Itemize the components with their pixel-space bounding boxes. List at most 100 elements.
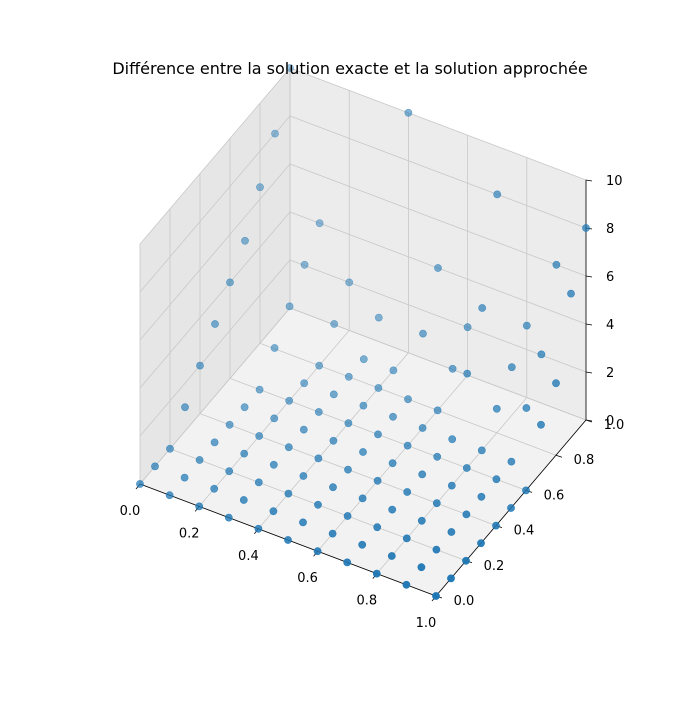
data-point	[286, 64, 294, 72]
data-point	[239, 496, 248, 504]
data-point	[402, 580, 411, 589]
data-point	[507, 504, 515, 512]
z-tick	[585, 179, 593, 182]
z-tick	[585, 323, 593, 326]
data-point	[328, 529, 337, 538]
data-point	[240, 449, 249, 458]
axis-panes	[140, 68, 586, 596]
data-point	[314, 454, 323, 463]
data-point	[433, 452, 442, 461]
data-point	[522, 486, 530, 495]
data-point	[299, 472, 308, 480]
data-point	[359, 355, 368, 364]
data-point	[492, 521, 500, 530]
data-points	[136, 64, 590, 600]
x-tick-label: 0.8	[356, 594, 377, 609]
data-point	[211, 320, 219, 328]
data-point	[343, 512, 352, 520]
data-point	[225, 467, 234, 476]
data-point	[180, 473, 189, 482]
data-point	[462, 510, 471, 519]
x-tick-label: 1.0	[416, 616, 437, 631]
data-point	[225, 420, 234, 429]
data-point	[241, 236, 249, 245]
y-tick-label: 0.4	[514, 524, 535, 539]
data-point	[313, 547, 322, 556]
data-point	[374, 430, 382, 439]
gridline-z	[139, 67, 587, 245]
data-point	[136, 480, 144, 488]
z-tick-label: 6	[606, 270, 614, 285]
gridline-z	[139, 259, 587, 437]
data-point	[537, 420, 545, 429]
data-point	[254, 478, 263, 487]
x-tick-label: 0.6	[297, 571, 318, 586]
z-tick	[585, 419, 593, 422]
data-point	[226, 278, 234, 287]
data-point	[389, 366, 398, 375]
gridline-z	[139, 115, 587, 293]
data-point	[210, 484, 219, 493]
data-point	[151, 462, 159, 471]
data-point	[271, 129, 279, 138]
data-point	[447, 481, 456, 490]
data-point	[224, 513, 233, 522]
data-point	[477, 492, 486, 501]
data-point	[269, 460, 278, 469]
data-point	[567, 289, 575, 298]
data-point	[329, 483, 337, 492]
data-point	[387, 552, 396, 560]
z-tick-label: 0	[606, 414, 614, 429]
data-point	[329, 390, 338, 399]
data-point	[330, 320, 339, 328]
data-point	[284, 536, 292, 544]
data-point	[210, 438, 219, 447]
data-point	[404, 395, 412, 404]
data-point	[447, 574, 455, 583]
data-point	[418, 470, 427, 479]
data-point	[493, 190, 502, 199]
z-tick	[585, 371, 593, 374]
data-point	[448, 364, 457, 373]
data-point	[403, 488, 412, 496]
data-point	[477, 539, 485, 548]
data-point	[462, 464, 471, 472]
data-point	[432, 592, 440, 600]
data-point	[314, 408, 323, 416]
data-point	[448, 435, 457, 444]
data-point	[196, 361, 204, 370]
data-point	[507, 363, 516, 372]
data-point	[432, 545, 441, 554]
data-point	[359, 448, 367, 456]
data-point	[417, 563, 426, 572]
x-tick-label: 0.0	[120, 504, 141, 519]
data-point	[270, 344, 279, 352]
data-point	[418, 424, 427, 432]
data-point	[433, 406, 442, 415]
data-point	[315, 361, 324, 370]
y-tick-label: 0.0	[454, 594, 475, 609]
data-point	[374, 384, 383, 392]
data-point	[343, 558, 352, 567]
data-point	[254, 524, 263, 533]
data-point	[284, 443, 293, 452]
chart-title: Différence entre la solution exacte et l…	[112, 59, 588, 78]
y-tick	[555, 454, 563, 458]
data-point	[463, 323, 472, 332]
z-tick-label: 10	[606, 174, 623, 189]
data-point	[417, 516, 426, 525]
data-point	[492, 404, 501, 413]
data-point	[299, 518, 307, 527]
data-point	[388, 505, 397, 514]
data-point	[403, 441, 412, 450]
data-point	[582, 224, 590, 232]
data-point	[344, 419, 353, 428]
data-point	[315, 219, 324, 228]
data-point	[389, 412, 397, 421]
data-point	[314, 500, 322, 509]
data-point	[358, 494, 367, 503]
x-tick-label: 0.2	[179, 526, 200, 541]
data-point	[269, 507, 278, 516]
data-point	[492, 475, 501, 484]
